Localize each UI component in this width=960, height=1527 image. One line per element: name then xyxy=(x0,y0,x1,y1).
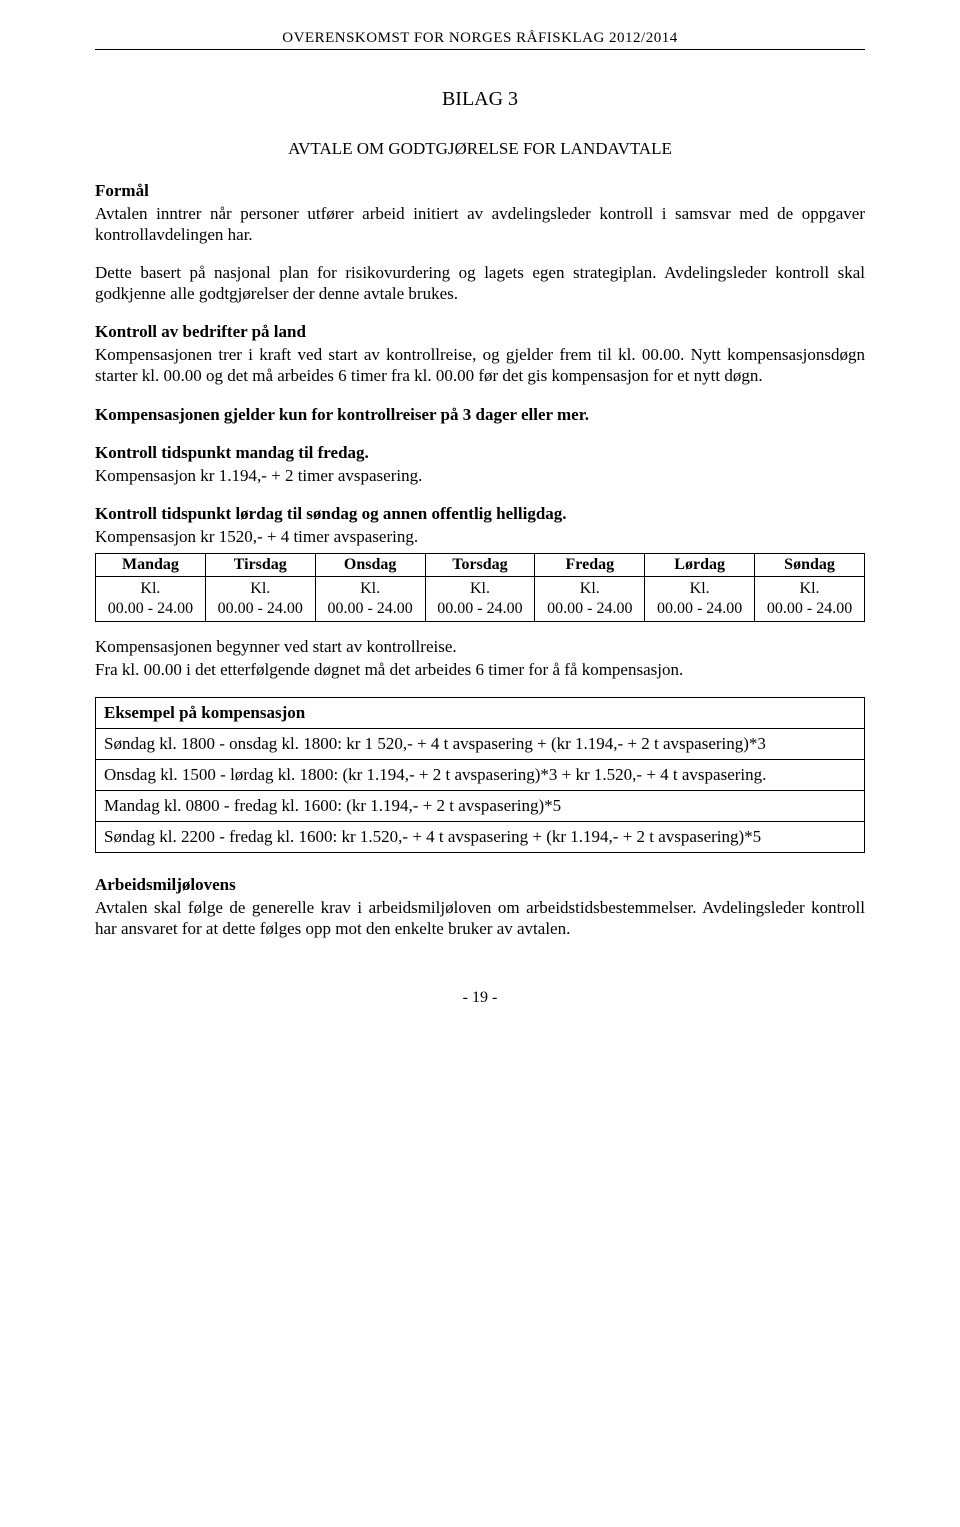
example-row: Mandag kl. 0800 - fredag kl. 1600: (kr 1… xyxy=(96,790,865,821)
days-header-cell: Lørdag xyxy=(645,554,755,577)
example-row: Søndag kl. 2200 - fredag kl. 1600: kr 1.… xyxy=(96,821,865,852)
example-cell: Onsdag kl. 1500 - lørdag kl. 1800: (kr 1… xyxy=(96,759,865,790)
days-cell: Kl.00.00 - 24.00 xyxy=(645,577,755,622)
after-table-p2: Fra kl. 00.00 i det etterfølgende døgnet… xyxy=(95,659,865,680)
subtitle: AVTALE OM GODTGJØRELSE FOR LANDAVTALE xyxy=(95,139,865,159)
bilag-title: BILAG 3 xyxy=(95,88,865,111)
days-cell: Kl.00.00 - 24.00 xyxy=(425,577,535,622)
example-cell: Søndag kl. 2200 - fredag kl. 1600: kr 1.… xyxy=(96,821,865,852)
days-header-cell: Fredag xyxy=(535,554,645,577)
days-data-row: Kl.00.00 - 24.00 Kl.00.00 - 24.00 Kl.00.… xyxy=(96,577,865,622)
after-table-p1: Kompensasjonen begynner ved start av kon… xyxy=(95,636,865,657)
examples-header-row: Eksempel på kompensasjon xyxy=(96,697,865,728)
kontroll-lor-son-paragraph: Kompensasjon kr 1520,- + 4 timer avspase… xyxy=(95,526,865,547)
section-kontroll-bedrifter-label: Kontroll av bedrifter på land xyxy=(95,322,865,342)
section-formal-label: Formål xyxy=(95,181,865,201)
days-header-cell: Torsdag xyxy=(425,554,535,577)
kontroll-bedrifter-paragraph: Kompensasjonen trer i kraft ved start av… xyxy=(95,344,865,387)
days-cell: Kl.00.00 - 24.00 xyxy=(96,577,206,622)
days-cell: Kl.00.00 - 24.00 xyxy=(755,577,865,622)
days-table: Mandag Tirsdag Onsdag Torsdag Fredag Lør… xyxy=(95,553,865,622)
kontroll-man-fre-paragraph: Kompensasjon kr 1.194,- + 2 timer avspas… xyxy=(95,465,865,486)
days-cell: Kl.00.00 - 24.00 xyxy=(205,577,315,622)
example-cell: Mandag kl. 0800 - fredag kl. 1600: (kr 1… xyxy=(96,790,865,821)
formal-paragraph-2: Dette basert på nasjonal plan for risiko… xyxy=(95,262,865,305)
page-header: OVERENSKOMST FOR NORGES RÅFISKLAG 2012/2… xyxy=(95,30,865,50)
days-header-cell: Onsdag xyxy=(315,554,425,577)
arbeidsmiljolovens-paragraph: Avtalen skal følge de generelle krav i a… xyxy=(95,897,865,940)
days-header-cell: Mandag xyxy=(96,554,206,577)
kontroll-lor-son-label: Kontroll tidspunkt lørdag til søndag og … xyxy=(95,504,865,524)
days-cell: Kl.00.00 - 24.00 xyxy=(535,577,645,622)
document-page: OVERENSKOMST FOR NORGES RÅFISKLAG 2012/2… xyxy=(0,0,960,1047)
kontroll-man-fre-label: Kontroll tidspunkt mandag til fredag. xyxy=(95,443,865,463)
example-cell: Søndag kl. 1800 - onsdag kl. 1800: kr 1 … xyxy=(96,728,865,759)
days-header-cell: Søndag xyxy=(755,554,865,577)
formal-paragraph-1: Avtalen inntrer når personer utfører arb… xyxy=(95,203,865,246)
days-header-row: Mandag Tirsdag Onsdag Torsdag Fredag Lør… xyxy=(96,554,865,577)
days-cell: Kl.00.00 - 24.00 xyxy=(315,577,425,622)
example-row: Onsdag kl. 1500 - lørdag kl. 1800: (kr 1… xyxy=(96,759,865,790)
examples-header-cell: Eksempel på kompensasjon xyxy=(96,697,865,728)
examples-table: Eksempel på kompensasjon Søndag kl. 1800… xyxy=(95,697,865,853)
page-number: - 19 - xyxy=(95,989,865,1007)
example-row: Søndag kl. 1800 - onsdag kl. 1800: kr 1 … xyxy=(96,728,865,759)
arbeidsmiljolovens-label: Arbeidsmiljølovens xyxy=(95,875,865,895)
days-header-cell: Tirsdag xyxy=(205,554,315,577)
kompensasjon-kun-label: Kompensasjonen gjelder kun for kontrollr… xyxy=(95,405,865,425)
